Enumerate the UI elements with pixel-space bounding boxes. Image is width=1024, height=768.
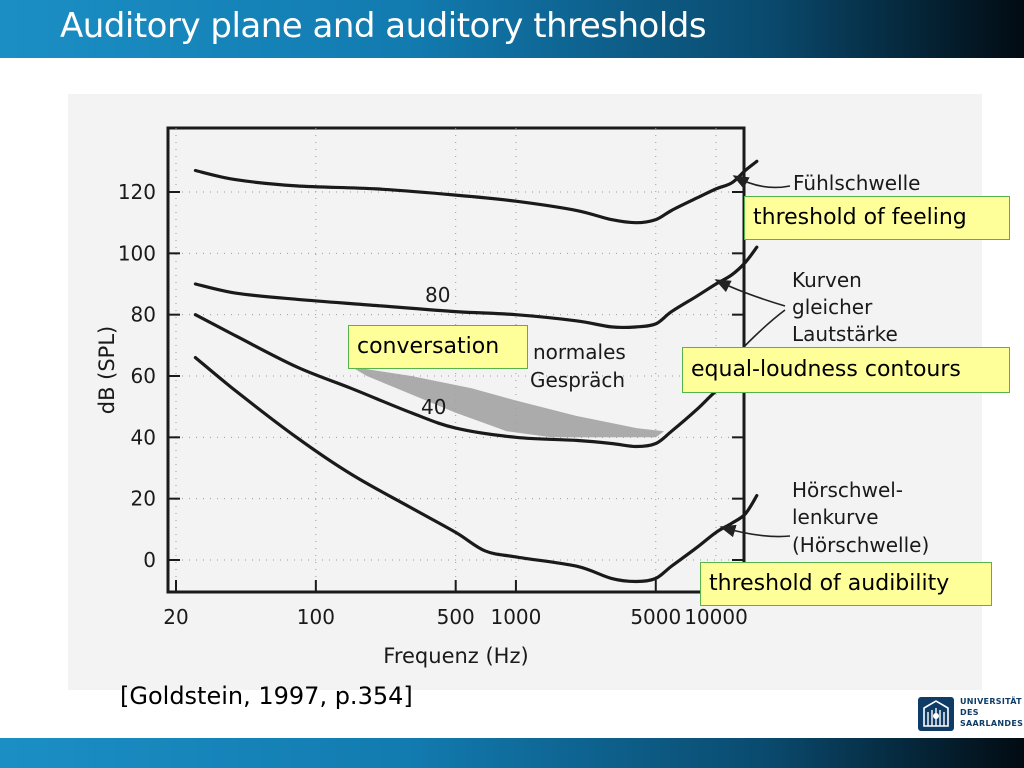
university-logo: UNIVERSITÄT DES SAARLANDES [916,694,1024,734]
bottom-bar [0,738,1024,768]
slide-title: Auditory plane and auditory thresholds [60,6,707,46]
label-hoerschwelle: (Hörschwelle) [792,533,929,557]
label-loudness-80: 80 [425,283,450,307]
arrow-hoerschwelle [719,524,791,538]
y-tick-label: 40 [131,425,156,449]
y-tick-label: 100 [118,241,156,265]
callout-threshold-of-feeling: threshold of feeling [744,196,1010,240]
label-hoerschwel: Hörschwel- [792,478,903,502]
label-lautstaerke: Lautstärke [792,322,898,346]
label-loudness-40: 40 [421,395,446,419]
x-tick-label: 5000 [630,605,681,629]
citation: [Goldstein, 1997, p.354] [120,682,413,710]
region-normales-gespraech [351,366,665,438]
label-gespraech: Gespräch [530,368,625,392]
series-line-loudness-80 [193,245,759,330]
series-line-fuehlschwelle [193,159,759,225]
arrow-kurven-upper [714,279,786,307]
university-crest-icon [918,697,954,731]
y-tick-label: 20 [131,487,156,511]
label-fuehlschwelle: Fühlschwelle [793,171,921,195]
title-bar: Auditory plane and auditory thresholds [0,0,1024,58]
y-tick-label: 0 [143,548,156,572]
x-tick-label: 20 [163,605,188,629]
label-normales: normales [533,340,626,364]
y-ticks: 0 20 40 60 80 100 120 [118,180,744,572]
arrow-fuehlschwelle [732,175,791,189]
x-tick-label: 500 [437,605,475,629]
callout-threshold-of-audibility: threshold of audibility [700,562,992,606]
y-axis-label: dB (SPL) [95,326,119,415]
x-axis-label: Frequenz (Hz) [383,644,528,668]
university-name: UNIVERSITÄT DES SAARLANDES [960,697,1024,728]
series-line-hoerschwelle [193,356,759,584]
callout-equal-loudness-contours: equal-loudness contours [682,347,1010,393]
y-tick-label: 120 [118,180,156,204]
y-tick-label: 60 [131,364,156,388]
series-line-loudness-40 [193,313,747,449]
x-tick-label: 100 [297,605,335,629]
x-tick-label: 1000 [490,605,541,629]
y-tick-label: 80 [131,303,156,327]
callout-conversation: conversation [348,325,528,369]
conversation-region-layer [351,366,665,438]
series-layer [193,159,759,584]
auditory-threshold-chart: 0 20 40 60 80 100 120 20 100 500 1000 5000 10000 dB… [95,126,929,668]
x-ticks: 20 100 500 1000 5000 10000 [163,580,748,629]
label-kurven: Kurven [792,268,862,292]
label-lenkurve: lenkurve [792,505,879,529]
x-tick-label: 10000 [684,605,748,629]
label-gleicher: gleicher [792,295,873,319]
